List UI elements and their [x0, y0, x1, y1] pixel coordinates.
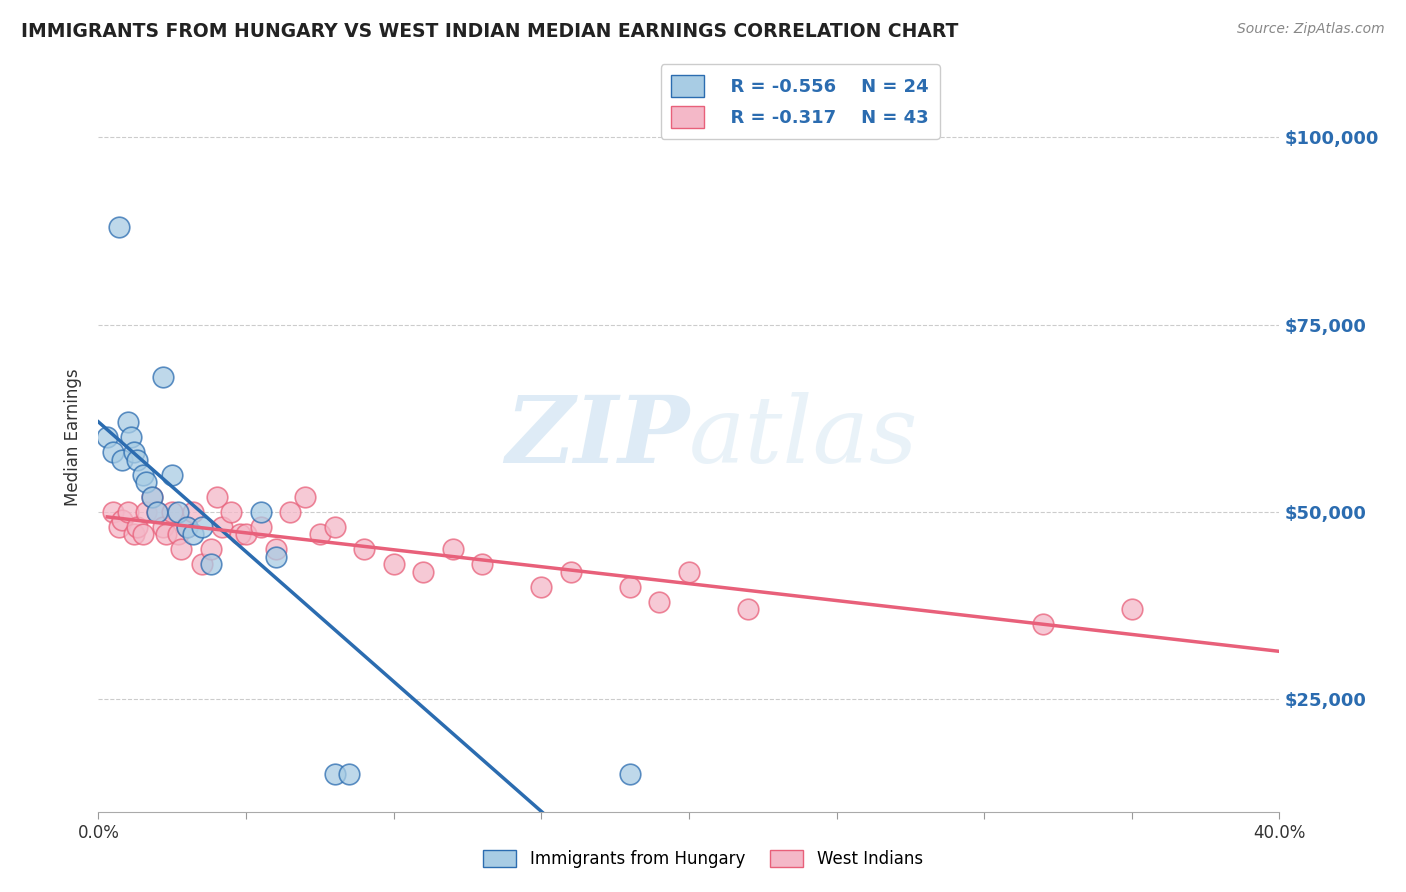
Point [125, 452, 148, 467]
Point [211, 520, 233, 534]
Point [108, 220, 131, 235]
Point [382, 558, 405, 572]
Point [294, 490, 316, 504]
Point [191, 558, 214, 572]
Point [200, 558, 222, 572]
Point [264, 542, 287, 557]
Point [181, 527, 204, 541]
Point [108, 520, 131, 534]
Point [152, 520, 174, 534]
Point [441, 542, 464, 557]
Point [125, 520, 148, 534]
Point [200, 542, 222, 557]
Point [176, 520, 198, 534]
Point [560, 565, 582, 579]
Point [471, 558, 494, 572]
Point [1032, 617, 1054, 632]
Text: IMMIGRANTS FROM HUNGARY VS WEST INDIAN MEDIAN EARNINGS CORRELATION CHART: IMMIGRANTS FROM HUNGARY VS WEST INDIAN M… [21, 22, 959, 41]
Point [648, 595, 671, 609]
Point [323, 767, 346, 781]
Point [103, 505, 125, 519]
Point [111, 512, 134, 526]
Point [170, 542, 193, 557]
Point [737, 602, 759, 616]
Point [135, 505, 157, 519]
Point [1121, 602, 1143, 616]
Point [132, 467, 155, 482]
Point [191, 520, 214, 534]
Point [111, 452, 134, 467]
Point [339, 767, 361, 781]
Point [141, 490, 163, 504]
Point [152, 370, 174, 384]
Point [122, 445, 145, 459]
Point [235, 527, 257, 541]
Point [205, 490, 228, 504]
Text: ZIP: ZIP [505, 392, 689, 482]
Point [162, 505, 183, 519]
Point [103, 445, 125, 459]
Legend:   R = -0.556    N = 24,   R = -0.317    N = 43: R = -0.556 N = 24, R = -0.317 N = 43 [661, 64, 939, 139]
Point [135, 475, 157, 489]
Text: atlas: atlas [689, 392, 918, 482]
Point [162, 467, 183, 482]
Point [250, 520, 273, 534]
Point [619, 580, 641, 594]
Point [132, 527, 155, 541]
Point [96, 430, 118, 444]
Legend: Immigrants from Hungary, West Indians: Immigrants from Hungary, West Indians [477, 843, 929, 875]
Point [412, 565, 434, 579]
Point [229, 527, 252, 541]
Point [221, 505, 243, 519]
Point [619, 767, 641, 781]
Point [678, 565, 700, 579]
Point [309, 527, 332, 541]
Point [181, 505, 204, 519]
Point [117, 505, 139, 519]
Point [530, 580, 553, 594]
Point [141, 490, 163, 504]
Point [122, 527, 145, 541]
Point [120, 430, 142, 444]
Point [353, 542, 375, 557]
Point [167, 527, 190, 541]
Y-axis label: Median Earnings: Median Earnings [65, 368, 83, 506]
Point [323, 520, 346, 534]
Point [167, 505, 190, 519]
Point [280, 505, 302, 519]
Point [117, 415, 139, 429]
Point [176, 520, 198, 534]
Point [146, 505, 169, 519]
Point [155, 527, 177, 541]
Text: Source: ZipAtlas.com: Source: ZipAtlas.com [1237, 22, 1385, 37]
Point [250, 505, 273, 519]
Point [146, 505, 169, 519]
Point [264, 549, 287, 564]
